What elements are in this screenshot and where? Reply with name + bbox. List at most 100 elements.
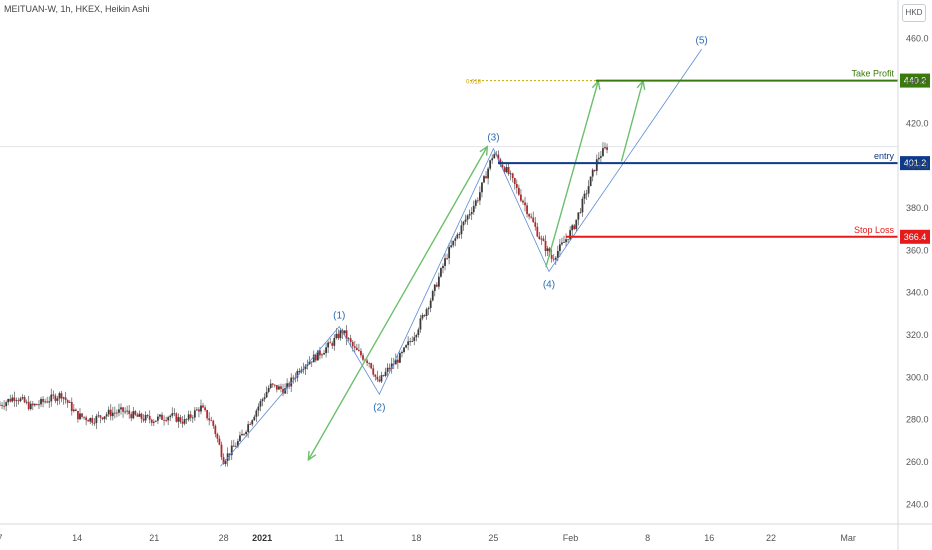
candle-body: [124, 411, 127, 413]
candle-body: [360, 350, 362, 356]
candle-body: [146, 415, 149, 416]
candle-body: [278, 386, 280, 390]
y-tick-label: 440.0: [906, 76, 929, 86]
y-tick-label: 260.0: [906, 457, 929, 467]
candle-body: [5, 402, 8, 407]
candle-body: [144, 415, 147, 421]
candle-body: [3, 405, 6, 407]
candle-body: [583, 193, 586, 199]
candle-body: [232, 445, 235, 447]
candle-body: [355, 347, 358, 351]
candle-body: [314, 354, 317, 361]
candle-body: [351, 341, 354, 347]
candle-body: [378, 379, 381, 382]
candle-body: [481, 182, 483, 193]
candle-body: [163, 419, 165, 421]
candle-body: [95, 416, 98, 424]
candle-body: [81, 413, 83, 417]
candle-body: [464, 219, 467, 222]
candle-body: [167, 417, 170, 421]
level-name-label: Stop Loss: [854, 225, 895, 235]
candle-body: [587, 186, 590, 194]
candle-body: [136, 414, 139, 417]
candle-body: [390, 363, 393, 369]
candle-body: [507, 167, 510, 175]
y-tick-label: 380.0: [906, 203, 929, 213]
candle-body: [249, 424, 252, 426]
wave-label: (5): [695, 35, 707, 46]
candle-body: [83, 416, 85, 418]
candle-body: [497, 154, 500, 160]
candle-body: [286, 383, 289, 389]
candle-body: [388, 367, 391, 369]
candle-body: [427, 307, 430, 310]
candle-body: [528, 214, 531, 217]
candle-body: [579, 212, 582, 214]
candle-body: [62, 397, 65, 399]
candle-body: [159, 414, 161, 417]
candle-body: [243, 433, 245, 435]
candle-body: [485, 176, 487, 179]
candle-body: [230, 445, 233, 456]
candle-body: [577, 212, 580, 220]
candle-body: [429, 300, 432, 308]
candles: [0, 142, 608, 467]
candle-body: [567, 239, 569, 241]
candle-body: [312, 354, 315, 363]
candle-body: [339, 330, 342, 339]
candle-body: [113, 412, 116, 414]
candle-body: [193, 410, 196, 418]
candle-body: [48, 401, 51, 403]
candle-body: [347, 338, 350, 340]
candle-body: [27, 401, 30, 410]
candle-body: [403, 347, 405, 353]
candle-body: [1, 404, 3, 406]
candle-body: [595, 159, 598, 171]
candle-body: [401, 352, 403, 354]
candle-body: [290, 377, 293, 387]
candle-body: [72, 409, 75, 412]
candle-body: [600, 156, 602, 158]
candle-body: [79, 413, 81, 420]
projection-arrow: [307, 146, 488, 461]
chart-header: MEITUAN-W, 1h, HKEX, Heikin Ashi: [4, 4, 150, 14]
candle-body: [267, 387, 270, 392]
candle-body: [419, 318, 422, 330]
candle-body: [33, 404, 36, 406]
x-tick-label: 22: [766, 533, 776, 543]
candle-body: [304, 365, 307, 370]
candle-body: [148, 415, 151, 420]
candle-body: [134, 411, 137, 415]
candle-body: [282, 388, 284, 394]
candle-body: [105, 414, 108, 417]
wave-lines: (1) (2) (3) (4) (5): [220, 35, 708, 467]
candle-body: [362, 355, 364, 360]
candle-body: [296, 370, 299, 378]
price-tag-label: 366.4: [904, 232, 927, 242]
candle-body: [433, 284, 436, 292]
candle-body: [19, 398, 22, 402]
candle-body: [546, 248, 549, 252]
candle-body: [109, 409, 112, 417]
currency-button[interactable]: HKD: [902, 4, 926, 22]
candle-body: [21, 397, 24, 399]
candle-body: [479, 192, 481, 201]
candle-body: [413, 337, 416, 341]
candle-body: [425, 309, 428, 316]
candle-body: [431, 291, 434, 301]
candle-body: [271, 383, 274, 385]
candle-body: [333, 338, 336, 346]
candle-body: [456, 234, 459, 239]
candle-body: [561, 242, 563, 245]
candle-body: [118, 409, 120, 413]
candle-body: [216, 433, 219, 439]
candle-body: [335, 333, 338, 339]
projection-arrow: [620, 80, 644, 162]
y-tick-label: 340.0: [906, 288, 929, 298]
candle-body: [142, 418, 145, 421]
candle-body: [226, 453, 229, 461]
candle-body: [374, 374, 377, 377]
candle-body: [394, 359, 397, 365]
candle-body: [64, 397, 67, 401]
